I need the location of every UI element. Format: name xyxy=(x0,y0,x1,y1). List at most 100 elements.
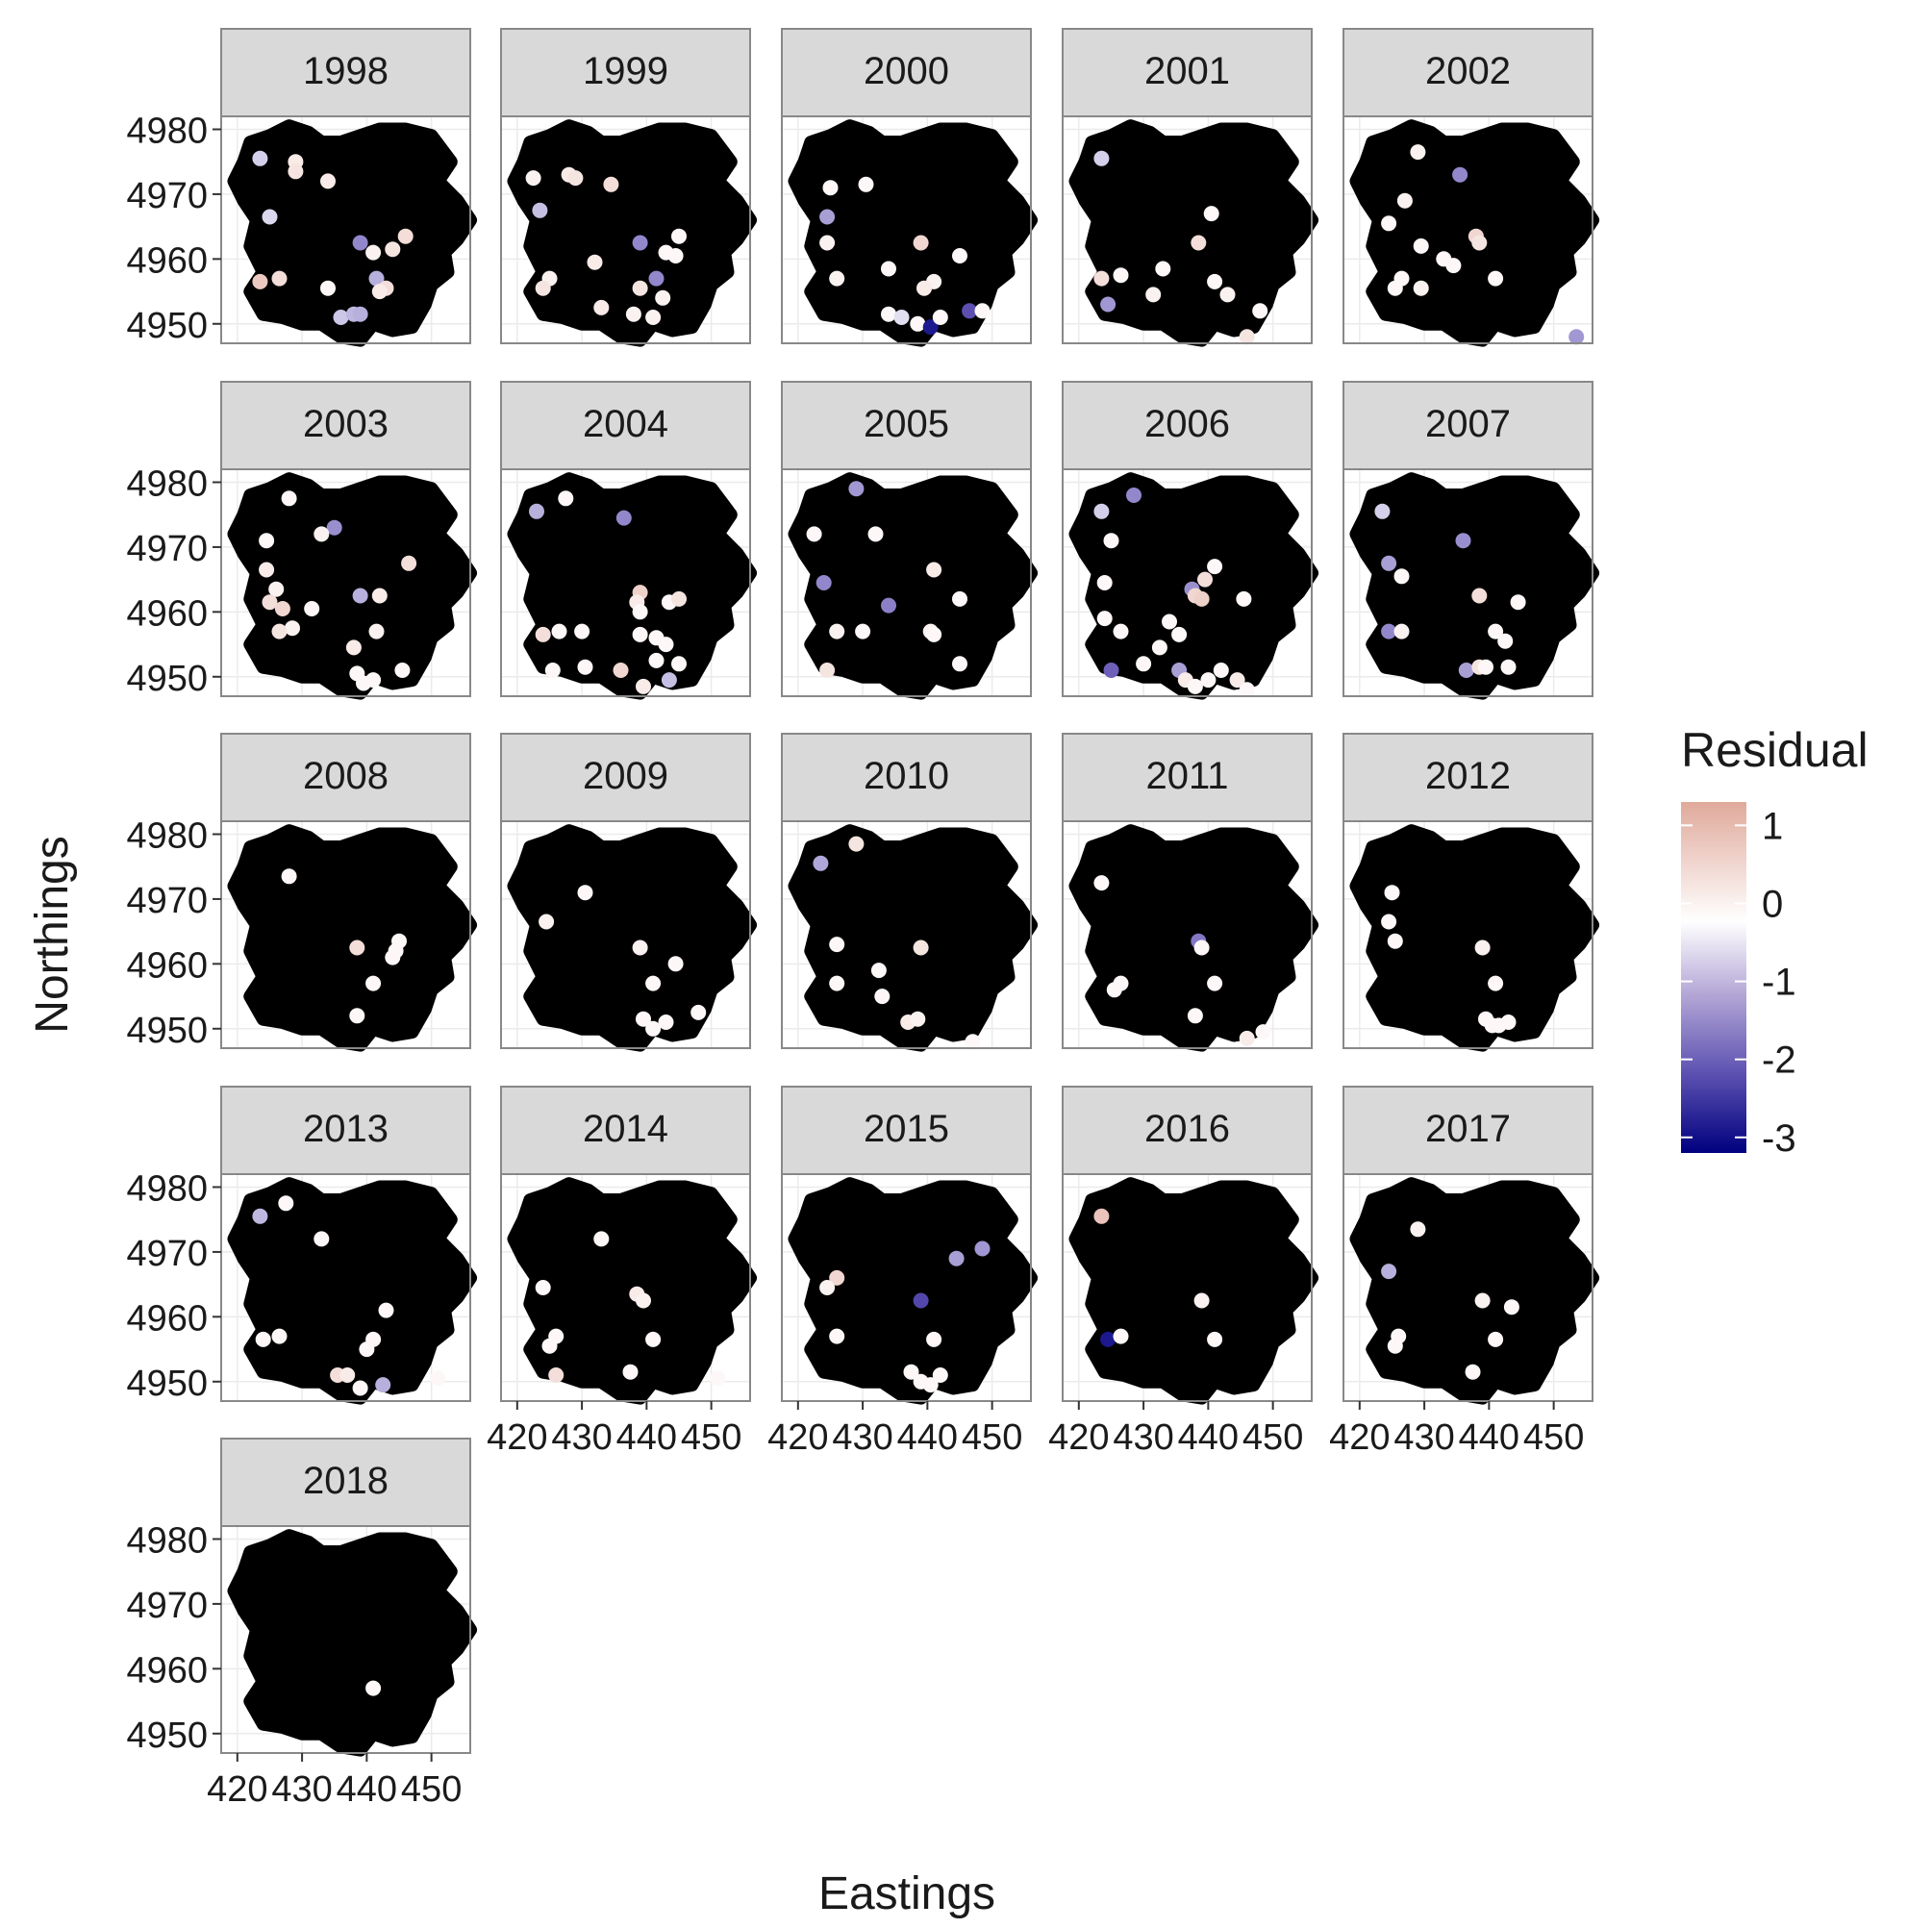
panel-border xyxy=(781,820,1032,1049)
residual-point xyxy=(1197,571,1213,588)
residual-point xyxy=(1193,590,1210,607)
residual-point xyxy=(1193,1292,1210,1309)
x-tick-label: 440 xyxy=(1178,1417,1239,1458)
x-tick-label: 450 xyxy=(681,1417,741,1458)
legend-label: -2 xyxy=(1762,1040,1796,1082)
residual-point xyxy=(525,170,541,187)
residual-point xyxy=(1093,270,1110,287)
residual-point xyxy=(359,1341,375,1358)
background-points xyxy=(1068,119,1318,347)
x-tick-label: 440 xyxy=(1459,1417,1519,1458)
residual-point xyxy=(593,1231,610,1247)
x-tick-label: 420 xyxy=(487,1417,547,1458)
residual-point xyxy=(1096,575,1113,590)
residual-point xyxy=(658,1015,674,1030)
panel-border xyxy=(1062,468,1313,697)
residual-point xyxy=(613,663,629,678)
residual-point xyxy=(829,623,845,639)
residual-point xyxy=(667,248,684,263)
facet-panel-2013: 2013 4950 4960 4970 4980 xyxy=(126,1086,477,1405)
x-tick-label: 450 xyxy=(1242,1417,1303,1458)
residual-point xyxy=(535,1280,551,1295)
residual-point xyxy=(259,533,275,549)
residual-point xyxy=(1239,1030,1255,1046)
residual-point xyxy=(1187,1008,1203,1024)
residual-point xyxy=(1103,533,1119,549)
legend: Residual 1 0 -1 -2 -3 xyxy=(1681,723,1869,1160)
residual-point xyxy=(1410,144,1426,161)
y-tick-label: 4960 xyxy=(126,1650,208,1691)
residual-point xyxy=(632,604,648,620)
residual-point xyxy=(1239,682,1255,698)
residual-point xyxy=(1100,1331,1117,1347)
residual-point xyxy=(916,280,932,296)
residual-point xyxy=(922,1377,939,1393)
facet-strip-label: 2010 xyxy=(864,755,949,797)
residual-point xyxy=(535,280,551,296)
x-tick-label: 430 xyxy=(551,1417,612,1458)
residual-point xyxy=(252,150,268,166)
x-tick-label: 430 xyxy=(1393,1417,1454,1458)
x-tick-label: 420 xyxy=(767,1417,828,1458)
residual-point xyxy=(1384,885,1400,901)
facet-panel-2008: 2008 4950 4960 4970 4980 xyxy=(126,733,477,1052)
residual-point xyxy=(1381,215,1397,232)
residual-point xyxy=(352,235,368,251)
residual-point xyxy=(1393,623,1410,639)
facet-strip-label: 2004 xyxy=(583,403,668,445)
facet-panel-1999: 1999 xyxy=(500,28,757,347)
background-points xyxy=(227,472,477,700)
residual-point xyxy=(819,209,836,225)
legend-label: -1 xyxy=(1762,962,1796,1004)
residual-point xyxy=(806,526,822,542)
residual-point xyxy=(385,949,401,965)
y-tick-label: 4960 xyxy=(126,593,208,634)
panel-border xyxy=(1342,115,1593,344)
residual-point xyxy=(1458,663,1474,678)
residual-point xyxy=(948,1250,965,1266)
facet-panel-2012: 2012 xyxy=(1342,733,1599,1052)
residual-point xyxy=(1488,270,1504,287)
panel-border xyxy=(500,1173,751,1402)
facet-strip xyxy=(220,1438,471,1527)
residual-point xyxy=(1200,672,1217,689)
residual-point xyxy=(870,963,887,979)
residual-point xyxy=(636,1011,651,1027)
y-tick-label: 4980 xyxy=(126,815,208,856)
facet-strip xyxy=(1062,28,1313,117)
facet-panel-2017: 2017 xyxy=(1342,1086,1599,1405)
residual-point xyxy=(371,588,388,604)
panel-border xyxy=(220,1173,471,1402)
x-tick-label: 440 xyxy=(616,1417,677,1458)
facet-panel-1998: 1998 4950 4960 4970 4980 xyxy=(126,28,477,347)
residual-point xyxy=(632,626,648,642)
residual-point xyxy=(952,590,967,607)
residual-point xyxy=(259,562,275,578)
residual-point xyxy=(558,490,574,507)
facet-strip-label: 2017 xyxy=(1425,1108,1511,1150)
facet-panel-2010: 2010 xyxy=(781,733,1038,1052)
residual-point xyxy=(645,975,662,991)
residual-point xyxy=(974,303,991,319)
residual-point xyxy=(288,163,304,180)
facet-strip-label: 2011 xyxy=(1145,755,1228,797)
facet-strip xyxy=(1342,381,1593,470)
residual-point xyxy=(710,1370,726,1387)
residual-point xyxy=(1229,672,1245,689)
y-tick-label: 4970 xyxy=(126,529,208,569)
facet-strip xyxy=(220,1086,471,1175)
residual-point xyxy=(368,270,385,287)
residual-point xyxy=(648,652,665,668)
facet-strip xyxy=(220,733,471,822)
background-points xyxy=(788,119,1038,347)
residual-point xyxy=(1162,614,1177,630)
facet-strip-label: 2002 xyxy=(1425,50,1511,92)
residual-point xyxy=(926,1331,942,1347)
residual-point xyxy=(401,555,417,571)
facet-strip xyxy=(1342,28,1593,117)
y-tick-label: 4980 xyxy=(126,1520,208,1561)
panel-border xyxy=(1062,115,1313,344)
panel-border xyxy=(1342,1173,1593,1402)
residual-point xyxy=(252,1208,268,1224)
residual-point xyxy=(574,623,590,639)
